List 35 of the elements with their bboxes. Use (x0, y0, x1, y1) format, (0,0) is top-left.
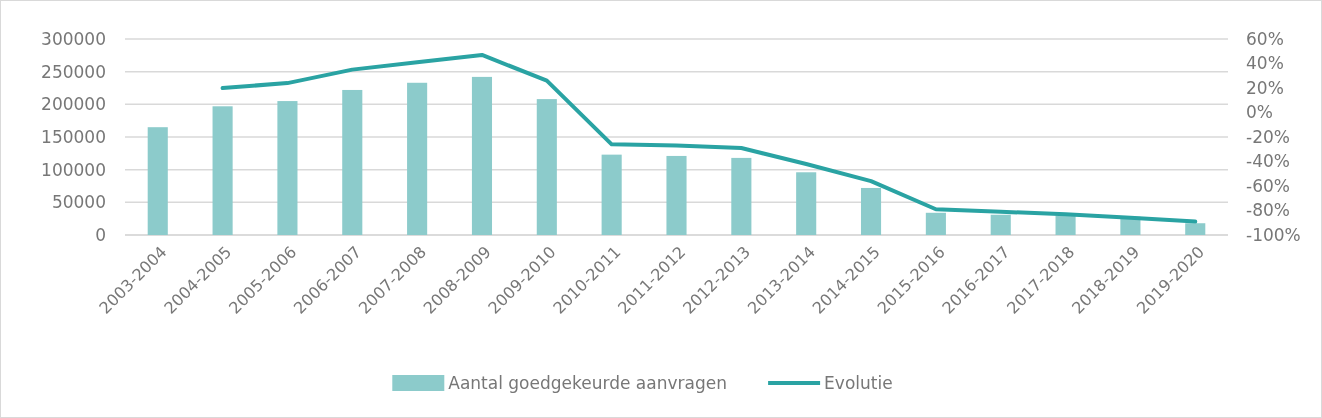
bar (407, 82, 428, 235)
bar (731, 157, 752, 235)
y-tick-label: 50000 (51, 192, 106, 213)
y-tick-label: 250000 (41, 61, 106, 82)
bar (536, 99, 557, 235)
bar (925, 212, 946, 235)
bar (990, 214, 1011, 235)
bar (860, 187, 882, 235)
bar (342, 89, 363, 235)
y2-tick-label: 60% (1246, 28, 1284, 49)
bar (1185, 223, 1206, 235)
y2-tick-label: -60% (1246, 175, 1290, 196)
bar (666, 155, 687, 235)
line-series (220, 52, 1198, 224)
y-tick-label: 100000 (41, 159, 106, 180)
y2-tick-label: -100% (1246, 224, 1301, 245)
y-tick-label: 200000 (41, 94, 106, 115)
y-tick-label: 150000 (41, 126, 106, 147)
bar (1055, 215, 1076, 235)
y2-tick-label: -40% (1246, 151, 1290, 172)
bar (601, 154, 622, 235)
y-tick-label: 300000 (41, 28, 106, 49)
bar (212, 106, 233, 235)
y2-tick-label: -20% (1246, 126, 1290, 147)
legend-label: Evolutie (824, 372, 893, 393)
y2-tick-label: -80% (1246, 200, 1290, 221)
y-tick-label: 0 (95, 224, 106, 245)
bar (277, 101, 298, 235)
legend-label: Aantal goedgekeurde aanvragen (448, 372, 727, 393)
y2-tick-label: 40% (1246, 53, 1284, 74)
y2-tick-label: 20% (1246, 77, 1284, 98)
bar (471, 76, 493, 235)
y2-tick-label: 0% (1246, 102, 1273, 123)
bar (796, 172, 817, 235)
bar (147, 127, 168, 235)
